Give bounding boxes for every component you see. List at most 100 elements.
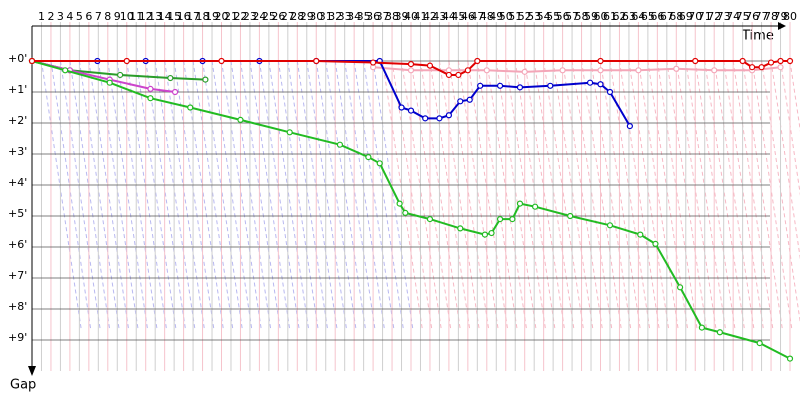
- x-tick-label: 6: [85, 10, 92, 23]
- lap-diagonal: [732, 60, 774, 332]
- x-tick-label: 40: [404, 10, 418, 23]
- lap-diagonal: [126, 60, 168, 332]
- point: [547, 82, 554, 89]
- lap-diagonal: [609, 60, 651, 332]
- lap-diagonal: [543, 60, 585, 332]
- lap-diagonal: [751, 60, 793, 332]
- y-tick-label: +4': [8, 176, 27, 189]
- point: [376, 160, 383, 167]
- lap-diagonal: [524, 60, 566, 332]
- x-tick-label: 79: [774, 10, 788, 23]
- x-tick-label: 13: [148, 10, 162, 23]
- point: [777, 57, 784, 65]
- lap-diagonal: [590, 60, 632, 332]
- x-tick-label: 54: [537, 10, 551, 23]
- x-tick-label: 59: [584, 10, 598, 23]
- lap-diagonal: [618, 60, 660, 332]
- x-tick-label: 55: [546, 10, 560, 23]
- lap-diagonal: [495, 60, 537, 332]
- point: [466, 96, 473, 103]
- lap-diagonal: [154, 60, 196, 332]
- x-tick-label: 32: [328, 10, 342, 23]
- lap-diagonal: [344, 60, 386, 332]
- point: [402, 209, 409, 216]
- point: [606, 222, 614, 229]
- lap-diagonal: [69, 60, 111, 332]
- lap-diagonal: [258, 60, 300, 332]
- point: [597, 57, 604, 65]
- lap-diagonal: [268, 60, 310, 332]
- y-tick-label: +1': [8, 83, 27, 96]
- point: [474, 57, 481, 65]
- lap-diagonal: [239, 60, 281, 332]
- point: [786, 57, 794, 65]
- point: [202, 76, 209, 83]
- lap-diagonal: [306, 60, 348, 332]
- point: [597, 67, 604, 74]
- x-tick-label: 49: [489, 10, 503, 23]
- lap-diagonal: [59, 60, 101, 332]
- y-tick-label: +6': [8, 238, 27, 251]
- x-tick-label: 10: [120, 10, 134, 23]
- lap-diagonal: [78, 60, 120, 332]
- lap-diagonal: [116, 60, 158, 332]
- point: [567, 212, 574, 220]
- x-axis-title: Time: [741, 29, 774, 44]
- point: [445, 71, 452, 79]
- x-tick-label: 18: [196, 10, 210, 23]
- point: [652, 240, 659, 247]
- lap-diagonal: [401, 60, 443, 332]
- lap-diagonal: [581, 60, 623, 332]
- point: [676, 284, 684, 291]
- point: [286, 129, 293, 136]
- lap-diagonal: [97, 60, 139, 332]
- point: [407, 107, 415, 114]
- x-tick-label: 64: [631, 10, 645, 23]
- point: [167, 74, 174, 82]
- x-tick-label: 15: [167, 10, 181, 23]
- lap-diagonal: [694, 60, 736, 332]
- lap-diagonal: [287, 60, 329, 332]
- lap-diagonal: [552, 60, 594, 332]
- point: [698, 324, 705, 331]
- lap-diagonal: [382, 60, 424, 332]
- point: [496, 216, 504, 223]
- lap-diagonal: [628, 60, 670, 332]
- point: [606, 88, 614, 96]
- point: [407, 67, 415, 74]
- point: [786, 355, 794, 362]
- point: [407, 60, 415, 68]
- lap-diagonal: [50, 60, 92, 332]
- lap-diagonal: [296, 60, 338, 332]
- point: [106, 79, 113, 86]
- lap-diagonal: [438, 60, 480, 332]
- x-tick-label: 34: [347, 10, 361, 23]
- point: [748, 64, 756, 71]
- x-tick-label: 57: [565, 10, 579, 23]
- point: [488, 229, 495, 237]
- x-tick-label: 51: [508, 10, 522, 23]
- point: [445, 112, 452, 119]
- point: [767, 59, 775, 66]
- x-tick-label: 67: [660, 10, 674, 23]
- lap-diagonal: [353, 60, 395, 332]
- point: [756, 340, 763, 347]
- point: [477, 82, 484, 89]
- x-tick-label: 17: [186, 10, 200, 23]
- point: [532, 203, 539, 210]
- x-tick-label: 35: [357, 10, 371, 23]
- lap-diagonal: [637, 60, 679, 332]
- point: [637, 231, 644, 238]
- lap-diagonal: [467, 60, 509, 332]
- lap-diagonal: [249, 60, 291, 332]
- x-tick-label: 23: [243, 10, 257, 23]
- lap-diagonal: [363, 60, 405, 332]
- y-tick-label: +5': [8, 207, 27, 220]
- point: [28, 57, 36, 65]
- x-tick-label: 28: [290, 10, 304, 23]
- point: [457, 225, 464, 232]
- lap-diagonal: [789, 60, 800, 132]
- x-tick-label: 22: [233, 10, 247, 23]
- x-tick-label: 75: [736, 10, 750, 23]
- point: [436, 115, 443, 122]
